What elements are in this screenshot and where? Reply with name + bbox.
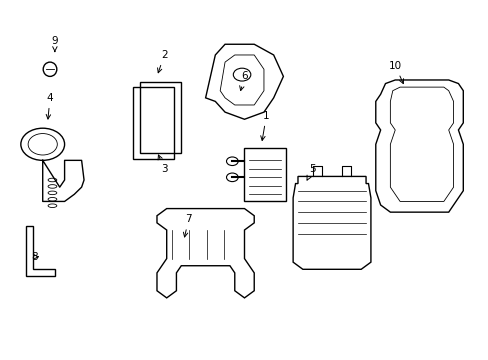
Text: 6: 6 [239, 71, 247, 90]
Text: 4: 4 [46, 93, 53, 119]
Text: 10: 10 [388, 61, 403, 84]
Text: 7: 7 [183, 214, 191, 237]
Text: 5: 5 [306, 164, 315, 180]
Text: 2: 2 [157, 50, 167, 73]
Text: 9: 9 [51, 36, 58, 51]
Text: 8: 8 [31, 252, 38, 262]
Text: 1: 1 [260, 111, 269, 140]
Text: 3: 3 [158, 155, 167, 174]
